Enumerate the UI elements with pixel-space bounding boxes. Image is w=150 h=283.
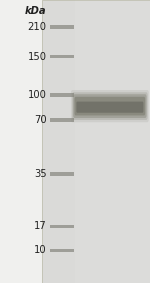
- Bar: [42, 0, 150, 283]
- Text: 70: 70: [34, 115, 46, 125]
- FancyBboxPatch shape: [73, 94, 147, 118]
- Bar: [50, 225, 74, 228]
- Bar: [50, 55, 74, 58]
- FancyBboxPatch shape: [72, 92, 148, 120]
- Bar: [50, 248, 74, 252]
- Bar: [42, 0, 75, 283]
- Bar: [50, 93, 74, 97]
- Text: 210: 210: [27, 22, 46, 32]
- Text: 35: 35: [34, 169, 46, 179]
- Text: kDa: kDa: [25, 6, 46, 16]
- FancyBboxPatch shape: [76, 102, 143, 113]
- Bar: [50, 25, 74, 29]
- Bar: [50, 172, 74, 176]
- Text: 150: 150: [27, 52, 46, 62]
- Bar: [42, 0, 150, 283]
- Text: 17: 17: [34, 221, 46, 231]
- Bar: [50, 118, 74, 122]
- FancyBboxPatch shape: [75, 97, 145, 115]
- Text: 100: 100: [28, 90, 46, 100]
- Text: 10: 10: [34, 245, 46, 256]
- FancyBboxPatch shape: [71, 90, 149, 122]
